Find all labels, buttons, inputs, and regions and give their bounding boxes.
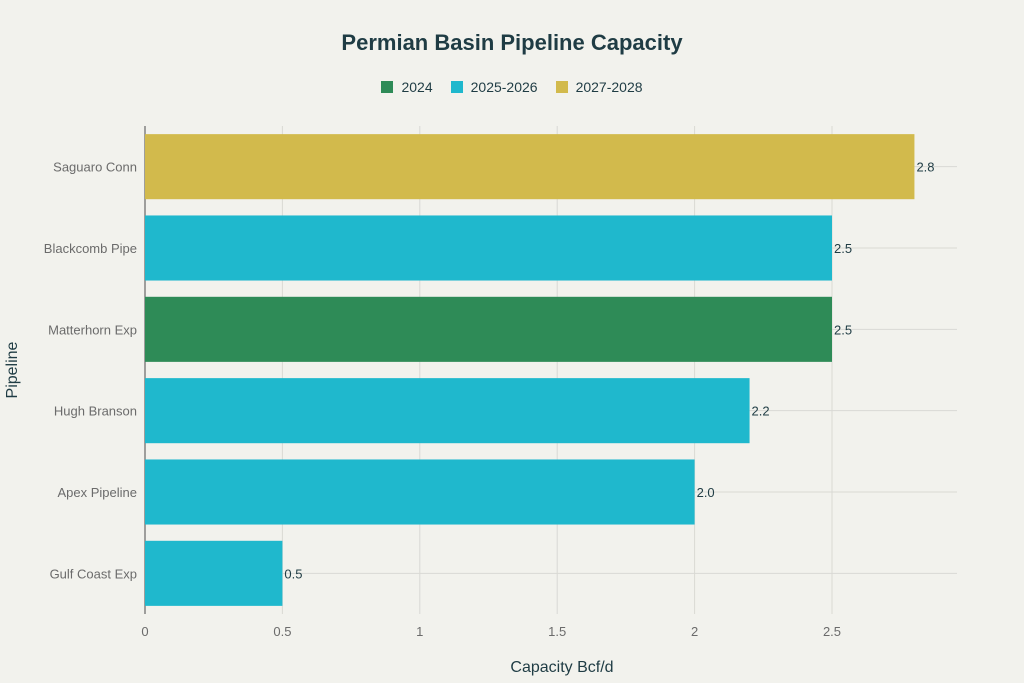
- x-tick-label: 1.5: [548, 624, 566, 639]
- y-tick-label: Matterhorn Exp: [48, 322, 137, 337]
- legend-item-2027-2028[interactable]: 2027-2028: [555, 79, 643, 95]
- legend-label-2027-2028: 2027-2028: [575, 79, 643, 95]
- x-tick-label: 0: [141, 624, 148, 639]
- bar-gulf-coast-exp: [145, 540, 283, 606]
- legend-swatch-2027-2028: [555, 81, 568, 93]
- data-label: 2.8: [916, 160, 934, 175]
- legend-label-2024: 2024: [401, 79, 433, 95]
- x-tick-label: 1: [416, 624, 423, 639]
- legend-swatch-2025-2026: [450, 81, 463, 93]
- data-label: 2.5: [834, 241, 852, 256]
- y-tick-label: Blackcomb Pipe: [44, 241, 137, 256]
- x-tick-label: 2: [691, 624, 698, 639]
- data-label: 0.5: [284, 566, 302, 581]
- bar-hugh-branson: [145, 378, 750, 444]
- y-tick-label: Hugh Branson: [54, 404, 137, 419]
- y-tick-label: Gulf Coast Exp: [50, 566, 137, 581]
- y-tick-label: Apex Pipeline: [58, 485, 138, 500]
- legend: 2024 2025-2026 2027-2028: [0, 79, 1024, 95]
- data-label: 2.2: [752, 404, 770, 419]
- legend-swatch-2024: [381, 81, 394, 93]
- bar-blackcomb-pipe: [145, 215, 832, 281]
- data-label: 2.0: [697, 485, 715, 500]
- chart-title: Permian Basin Pipeline Capacity: [341, 30, 683, 55]
- bar-saguaro-conn: [145, 134, 915, 200]
- legend-item-2025-2026[interactable]: 2025-2026: [450, 79, 538, 95]
- x-tick-label: 0.5: [273, 624, 291, 639]
- bars: [145, 134, 915, 606]
- y-tick-labels: Saguaro Conn Blackcomb Pipe Matterhorn Exp…: [44, 160, 137, 582]
- data-labels: 2.8 2.5 2.5 2.2 2.0 0.5: [284, 160, 934, 582]
- y-axis-title: Pipeline: [4, 341, 21, 398]
- legend-item-2024[interactable]: 2024: [381, 79, 433, 95]
- bar-matterhorn-exp: [145, 296, 832, 362]
- x-tick-label: 2.5: [823, 624, 841, 639]
- x-axis-title: Capacity Bcf/d: [510, 659, 613, 676]
- data-label: 2.5: [834, 322, 852, 337]
- y-tick-label: Saguaro Conn: [53, 160, 137, 175]
- legend-label-2025-2026: 2025-2026: [470, 79, 538, 95]
- x-tick-labels: 0 0.5 1 1.5 2 2.5: [141, 624, 841, 639]
- bar-apex-pipeline: [145, 459, 695, 525]
